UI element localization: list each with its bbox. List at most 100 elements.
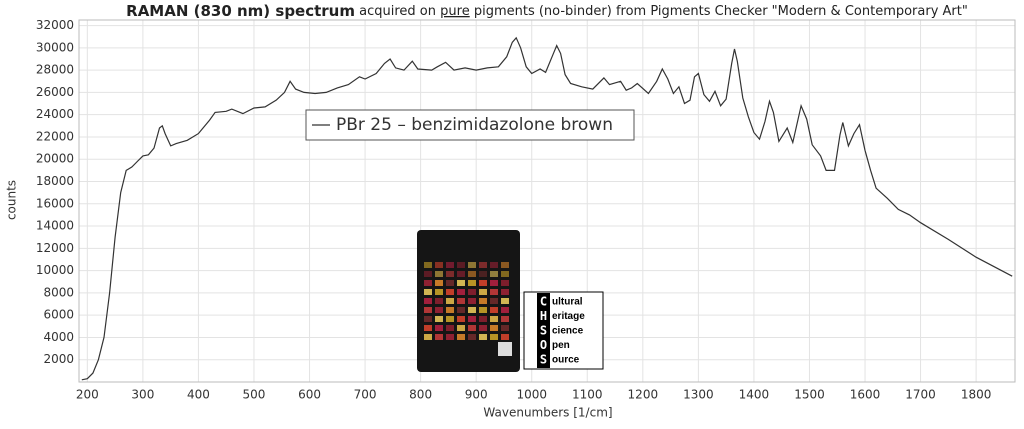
- card-swatch: [424, 307, 432, 313]
- card-swatch: [479, 280, 487, 286]
- title-part: acquired on: [359, 4, 436, 19]
- card-swatch: [501, 262, 509, 268]
- x-tick-label: 1700: [905, 388, 936, 402]
- y-tick-label: 32000: [36, 18, 74, 32]
- x-tick-label: 900: [465, 388, 488, 402]
- card-swatch: [501, 325, 509, 331]
- card-swatch: [468, 280, 476, 286]
- card-swatch: [446, 262, 454, 268]
- y-tick-label: 14000: [36, 219, 74, 233]
- plot-frame: [78, 19, 1016, 383]
- x-tick-label: 200: [76, 388, 99, 402]
- y-tick-label: 22000: [36, 129, 74, 143]
- card-swatch: [435, 325, 443, 331]
- card-swatch: [446, 316, 454, 322]
- card-swatch: [446, 298, 454, 304]
- logo-word: ource: [552, 355, 580, 366]
- y-tick-label: 16000: [36, 196, 74, 210]
- card-swatch: [457, 262, 465, 268]
- card-swatch: [490, 325, 498, 331]
- card-swatch: [468, 316, 476, 322]
- x-axis-label: Wavenumbers [1/cm]: [483, 406, 612, 420]
- logo-letter: S: [540, 353, 547, 367]
- title-part: pigments (no-binder) from Pigments Check…: [474, 4, 968, 19]
- card-swatch: [490, 289, 498, 295]
- card-swatch: [457, 307, 465, 313]
- logo-letter: H: [540, 309, 547, 323]
- card-swatch: [501, 334, 509, 340]
- card-swatch: [479, 262, 487, 268]
- x-tick-label: 1800: [961, 388, 992, 402]
- card-swatch: [457, 271, 465, 277]
- logo-word: cience: [552, 326, 584, 337]
- card-swatch: [424, 334, 432, 340]
- legend-label: PBr 25 – benzimidazolone brown: [336, 115, 613, 135]
- card-swatch: [468, 307, 476, 313]
- card-swatch: [490, 334, 498, 340]
- card-swatch: [424, 289, 432, 295]
- card-swatch: [446, 280, 454, 286]
- card-swatch: [468, 289, 476, 295]
- card-swatch: [479, 289, 487, 295]
- card-swatch: [424, 298, 432, 304]
- card-swatch: [468, 271, 476, 277]
- y-tick-label: 10000: [36, 263, 74, 277]
- card-swatch: [479, 271, 487, 277]
- card-swatch: [457, 325, 465, 331]
- y-tick-label: 2000: [43, 352, 74, 366]
- card-swatch: [501, 289, 509, 295]
- pigment-card: [417, 230, 520, 372]
- card-swatch: [435, 307, 443, 313]
- card-swatch: [435, 334, 443, 340]
- card-swatch: [446, 325, 454, 331]
- card-swatch: [435, 262, 443, 268]
- card-swatch: [457, 334, 465, 340]
- card-swatch: [435, 316, 443, 322]
- card-swatch: [457, 280, 465, 286]
- y-tick-label: 18000: [36, 174, 74, 188]
- card-swatch: [501, 307, 509, 313]
- x-tick-label: 300: [131, 388, 154, 402]
- card-swatch: [468, 325, 476, 331]
- chart-title: RAMAN (830 nm) spectrum acquired on pure…: [126, 2, 968, 20]
- title-part: RAMAN (830 nm) spectrum: [126, 2, 355, 20]
- x-tick-label: 500: [243, 388, 266, 402]
- card-swatch: [490, 280, 498, 286]
- y-tick-label: 28000: [36, 63, 74, 77]
- x-tick-label: 1100: [572, 388, 603, 402]
- card-swatch: [468, 262, 476, 268]
- x-tick-label: 1300: [683, 388, 714, 402]
- card-swatch: [490, 262, 498, 268]
- card-swatch: [490, 298, 498, 304]
- x-tick-label: 400: [187, 388, 210, 402]
- card-swatch: [501, 280, 509, 286]
- card-swatch: [446, 334, 454, 340]
- card-swatch: [457, 298, 465, 304]
- card-swatch: [424, 325, 432, 331]
- card-swatch: [501, 316, 509, 322]
- y-tick-label: 26000: [36, 85, 74, 99]
- card-swatch: [468, 334, 476, 340]
- x-tick-label: 1600: [850, 388, 881, 402]
- card-swatch: [479, 307, 487, 313]
- card-swatch: [446, 271, 454, 277]
- card-swatch: [501, 298, 509, 304]
- logo-word: ultural: [552, 297, 583, 308]
- x-tick-label: 1400: [739, 388, 770, 402]
- y-tick-label: 24000: [36, 107, 74, 121]
- card-swatch: [446, 307, 454, 313]
- y-tick-label: 4000: [43, 330, 74, 344]
- card-swatch: [424, 316, 432, 322]
- card-swatch: [490, 316, 498, 322]
- card-swatch: [457, 316, 465, 322]
- logo-bar: [537, 293, 550, 368]
- card-qr: [498, 342, 512, 356]
- y-tick-label: 6000: [43, 308, 74, 322]
- card-swatch: [435, 298, 443, 304]
- card-swatch: [479, 316, 487, 322]
- data-line: [81, 36, 1013, 381]
- y-tick-label: 30000: [36, 40, 74, 54]
